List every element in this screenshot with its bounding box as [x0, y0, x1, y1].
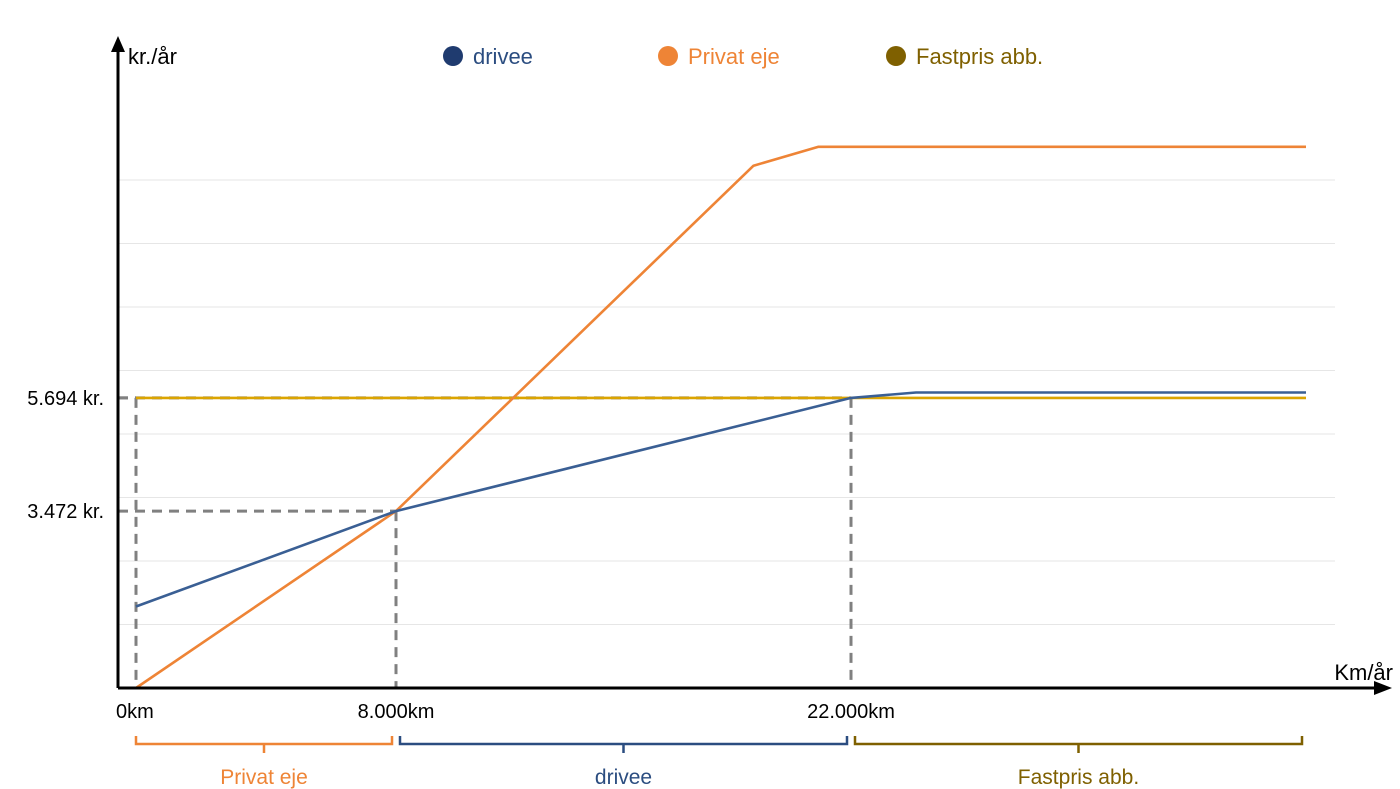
x-tick-label: 22.000km [807, 701, 895, 723]
guide-lines [118, 396, 853, 688]
range-brackets: Privat eje drivee Fastpris abb. [134, 736, 1304, 789]
legend: drivee Privat eje Fastpris abb. [443, 44, 1043, 69]
y-tick-label: 5.694 kr. [27, 388, 104, 410]
y-axis-label: kr./år [128, 44, 177, 69]
range-label: drivee [595, 766, 652, 789]
x-axis-label: Km/år [1334, 660, 1393, 685]
gridlines [118, 179, 1335, 625]
y-axis-arrow [111, 36, 125, 52]
legend-marker-fixed [886, 46, 906, 66]
series-lines [135, 145, 1306, 690]
x-axis-arrow [1374, 681, 1392, 695]
range-bracket [853, 736, 1304, 753]
range-label: Fastpris abb. [1018, 766, 1139, 789]
legend-marker-drivee [443, 46, 463, 66]
series-line-private [135, 145, 1306, 690]
range-bracket [134, 736, 394, 753]
legend-label-fixed: Fastpris abb. [916, 44, 1043, 69]
series-line-drivee [135, 391, 1306, 608]
range-label: Privat eje [220, 766, 308, 789]
legend-label-private: Privat eje [688, 44, 780, 69]
legend-label-drivee: drivee [473, 44, 533, 69]
y-tick-label: 3.472 kr. [27, 501, 104, 523]
tick-labels: 5.694 kr. 3.472 kr. 0km 8.000km 22.000km [27, 388, 895, 723]
x-tick-label: 8.000km [358, 701, 435, 723]
axes: kr./år Km/år [111, 36, 1393, 695]
range-bracket [398, 736, 849, 753]
legend-marker-private [658, 46, 678, 66]
x-tick-label: 0km [116, 701, 154, 723]
